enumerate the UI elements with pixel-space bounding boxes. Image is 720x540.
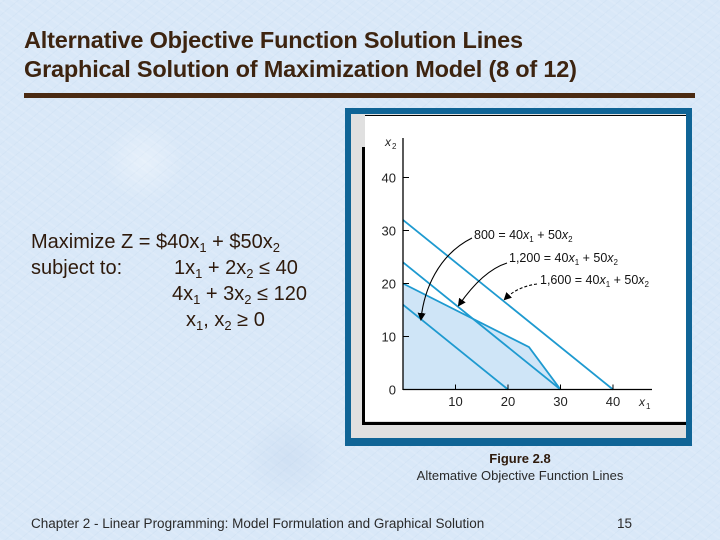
label-1600: 1,600 = 40x1 + 50x2 [540, 273, 650, 289]
objective-line-1600 [402, 219, 614, 391]
objective-function: Maximize Z = $40x1 + $50x2 [31, 231, 281, 255]
title-line-2: Graphical Solution of Maximization Model… [24, 56, 577, 82]
figure-shadow [362, 147, 686, 425]
svg-text:20: 20 [501, 394, 515, 409]
arrow-1600 [503, 283, 538, 301]
label-1200: 1,200 = 40x1 + 50x2 [509, 251, 619, 267]
title-divider [24, 93, 695, 98]
figure-caption-title: Figure 2.8 [489, 451, 551, 466]
x-axis-label: x 1 [638, 395, 651, 411]
constraint-1: 1x1 + 2x2 ≤ 40 [174, 257, 298, 281]
svg-text:x: x [384, 135, 392, 149]
svg-text:40: 40 [606, 394, 620, 409]
svg-text:30: 30 [382, 224, 396, 239]
footer-chapter: Chapter 2 - Linear Programming: Model Fo… [31, 516, 485, 531]
svg-text:10: 10 [448, 394, 462, 409]
svg-text:1: 1 [646, 402, 651, 411]
label-800: 800 = 40x1 + 50x2 [474, 228, 573, 244]
page-number: 15 [617, 516, 633, 531]
y-axis-label: x 2 [384, 135, 397, 151]
constraint-2: 4x1 + 3x2 ≤ 120 [172, 283, 307, 307]
figure-caption-subtitle: Altemative Objective Function Lines [416, 468, 624, 483]
svg-text:30: 30 [553, 394, 567, 409]
svg-text:40: 40 [382, 171, 396, 186]
constraint-boundary [402, 282, 562, 391]
objective-line-labels: 800 = 40x1 + 50x2 1,200 = 40x1 + 50x2 1,60… [474, 228, 650, 289]
feasible-region [403, 283, 561, 390]
arrow-1200 [457, 262, 508, 307]
nonnegativity-constraint: x1, x2 ≥ 0 [186, 309, 265, 333]
tick-labels: 10 20 30 40 0 10 20 30 40 [382, 171, 621, 410]
arrow-800 [417, 237, 473, 321]
subject-to-label: subject to: [31, 257, 123, 279]
axis-ticks [403, 177, 614, 390]
title-line-1: Alternative Objective Function Solution … [24, 27, 523, 53]
svg-text:2: 2 [392, 142, 397, 151]
svg-text:20: 20 [382, 277, 396, 292]
constraint-lines [402, 282, 562, 391]
svg-text:x: x [638, 395, 646, 409]
slide-title: Alternative Objective Function Solution … [24, 26, 704, 84]
svg-text:0: 0 [389, 383, 396, 398]
svg-text:10: 10 [382, 330, 396, 345]
objective-line-1200 [402, 261, 562, 391]
annotation-arrows [417, 237, 538, 321]
